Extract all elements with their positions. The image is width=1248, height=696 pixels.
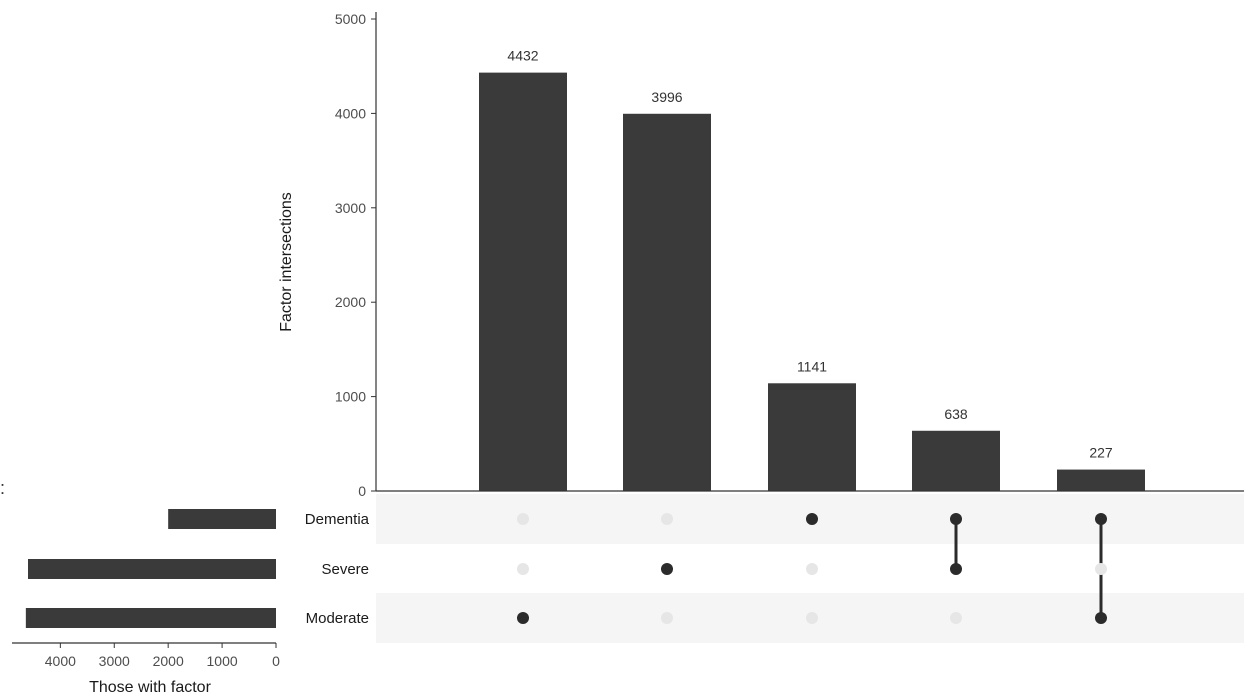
intersection-bar [1057,469,1145,491]
set-size-bar [25,608,277,628]
set-label: Severe [321,561,369,578]
y-tick-label: 4000 [335,105,366,121]
set-label: Dementia [305,511,370,528]
y-ticks: 0 1000 2000 3000 4000 5000 [335,11,376,499]
set-size-bars [25,509,277,628]
set-size-axis-title: Those with factor [89,679,212,696]
matrix-dot-inactive [806,563,818,575]
intersection-bar [912,430,1000,491]
matrix-dot-active [517,612,529,624]
intersection-bar [479,72,567,491]
intersection-bar [623,113,711,492]
matrix-dot-inactive [661,612,673,624]
intersection-value-labels: 4432 3996 1141 638 227 [507,48,1112,461]
y-tick-label: 2000 [335,294,366,310]
matrix-dot-active [1095,612,1107,624]
y-axis-title: Factor intersections [278,192,295,332]
intersection-value-label: 1141 [797,358,827,374]
intersection-value-label: 227 [1089,445,1113,461]
matrix-dot-inactive [517,563,529,575]
intersection-bars [479,72,1145,492]
y-tick-label: 1000 [335,389,366,405]
matrix-dot-active [950,513,962,525]
matrix-dot-active [950,563,962,575]
set-size-bar [28,559,276,579]
clipped-edge-glyph: : [0,478,5,498]
intersection-bar [768,383,856,491]
y-tick-label: 0 [358,483,366,499]
y-tick-label: 5000 [335,11,366,27]
set-label: Moderate [306,610,369,627]
set-size-tick-label: 0 [272,653,280,669]
matrix-dot-inactive [1095,563,1107,575]
set-labels: Dementia Severe Moderate [305,511,370,627]
intersection-value-label: 638 [944,406,968,422]
intersection-value-label: 4432 [507,48,538,64]
matrix-dot-inactive [806,612,818,624]
set-size-tick-label: 4000 [45,653,76,669]
set-size-tick-label: 2000 [153,653,184,669]
matrix-dot-active [1095,513,1107,525]
set-size-tick-label: 1000 [207,653,238,669]
matrix-dot-inactive [661,513,673,525]
matrix-dot-inactive [950,612,962,624]
matrix-dot-inactive [517,513,529,525]
matrix-dot-active [806,513,818,525]
intersection-matrix [517,513,1107,624]
set-size-bar [168,509,276,529]
y-tick-label: 3000 [335,200,366,216]
matrix-dot-active [661,563,673,575]
set-size-ticks: 4000 3000 2000 1000 0 [45,643,280,669]
set-size-tick-label: 3000 [99,653,130,669]
intersection-value-label: 3996 [651,89,682,105]
set-size-axis: 4000 3000 2000 1000 0 Those with factor [12,642,280,696]
y-axis: 0 1000 2000 3000 4000 5000 Factor intersectio… [278,11,1244,499]
